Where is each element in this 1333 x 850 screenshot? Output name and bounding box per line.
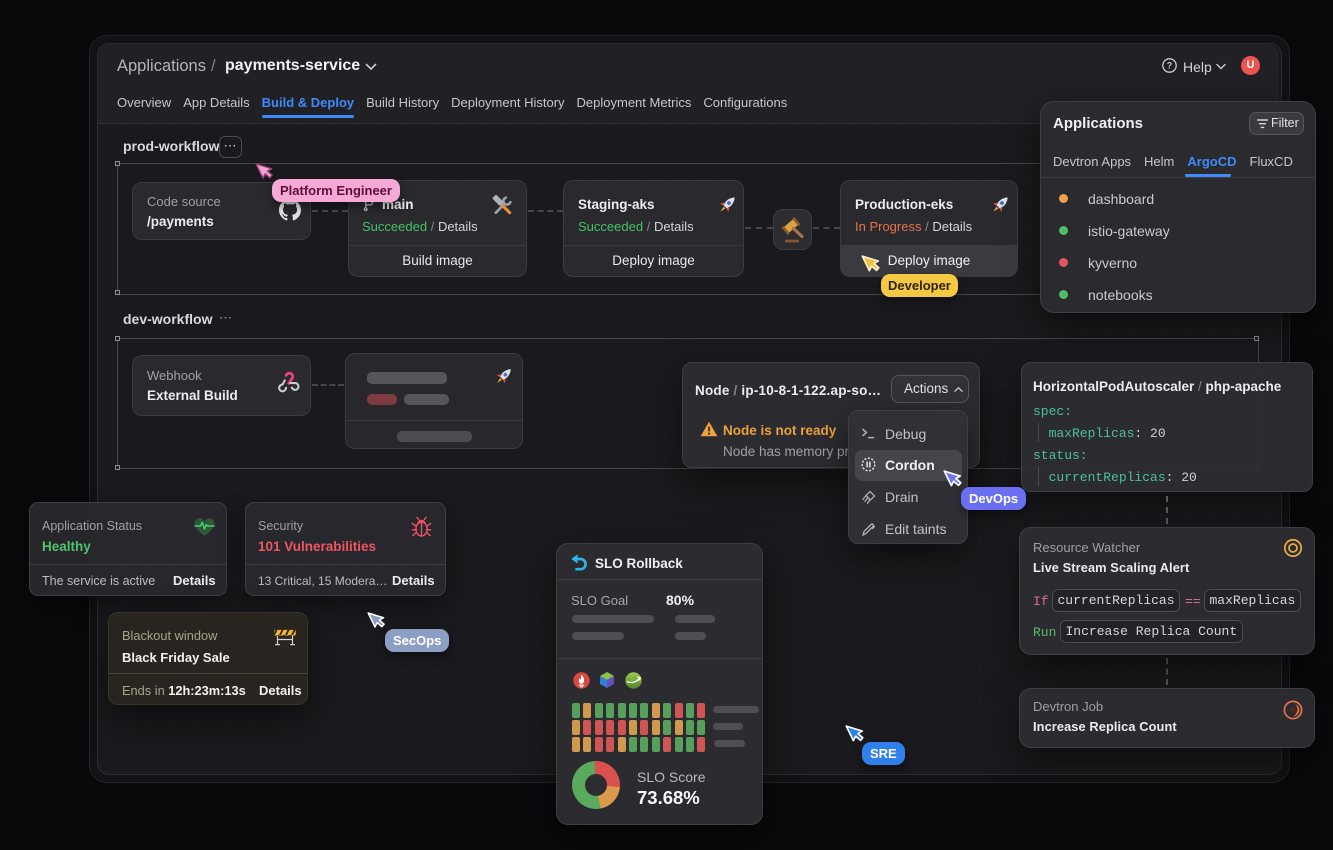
svg-text:?: ? — [1167, 61, 1173, 71]
